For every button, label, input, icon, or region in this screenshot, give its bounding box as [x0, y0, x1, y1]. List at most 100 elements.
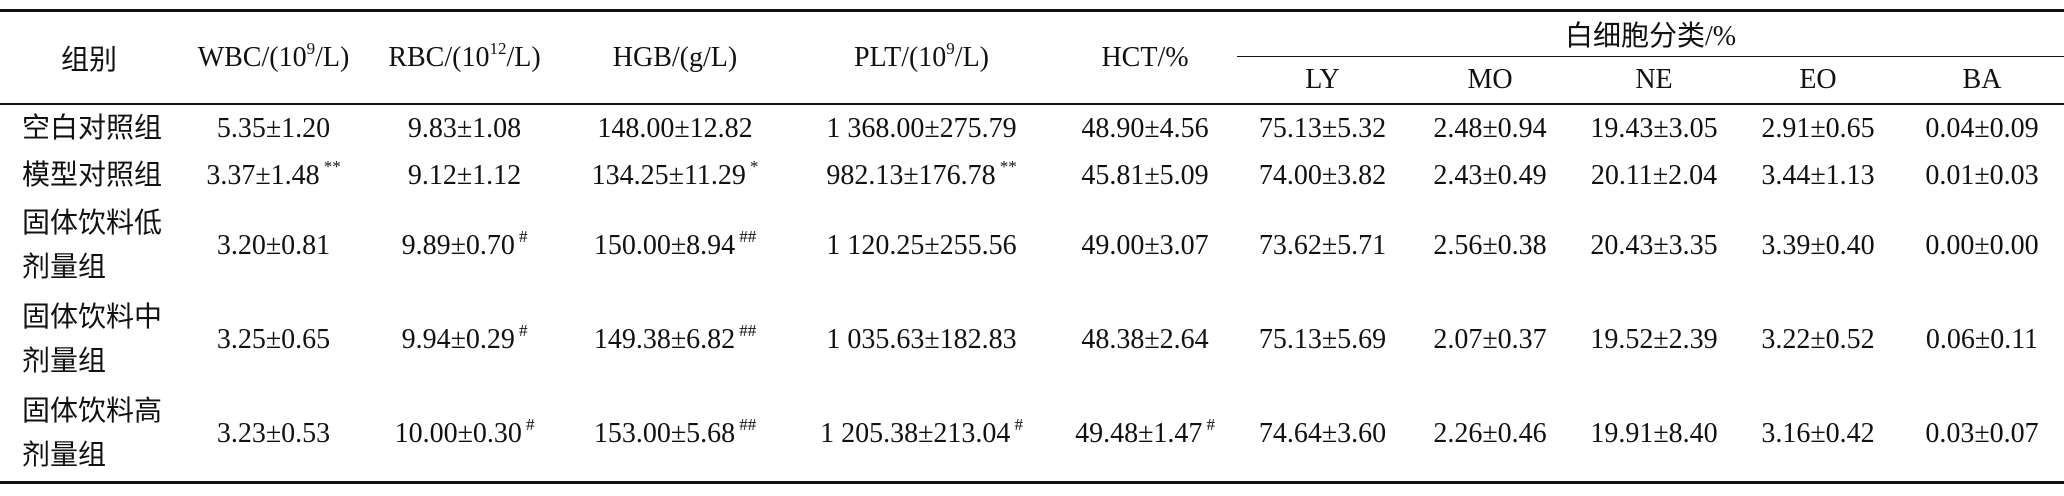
- value-cell: 9.83±1.08: [369, 104, 560, 152]
- value-cell: 1 035.63±182.83: [790, 293, 1053, 387]
- cell-value: 2.26±0.46: [1433, 418, 1547, 449]
- value-cell: 150.00±8.94 ##: [560, 199, 790, 293]
- value-cell: 134.25±11.29 *: [560, 152, 790, 199]
- value-cell: 2.91±0.65: [1736, 104, 1900, 152]
- value-cell: 0.04±0.09: [1900, 104, 2064, 152]
- cell-value: 9.94±0.29: [401, 324, 515, 355]
- cell-value: 74.00±3.82: [1258, 159, 1387, 191]
- group-cell: 模型对照组: [22, 159, 163, 191]
- cell-value: 9.83±1.08: [407, 112, 522, 144]
- cell-value: 1 205.38±213.04: [820, 418, 1011, 449]
- cell-value: 19.52±2.39: [1590, 324, 1718, 355]
- value-cell: 2.26±0.46: [1408, 387, 1572, 483]
- cell-value: 0.01±0.03: [1925, 159, 2039, 191]
- value-cell: 45.81±5.09: [1053, 152, 1237, 199]
- cell-value: 0.04±0.09: [1925, 112, 2039, 144]
- cell-value: 3.16±0.42: [1761, 418, 1875, 449]
- cell-value: 49.00±3.07: [1081, 230, 1209, 261]
- group-cell: 固体饮料中剂量组: [22, 302, 163, 377]
- value-cell: 3.39±0.40: [1736, 199, 1900, 293]
- header-cell: HGB/(g/L): [560, 11, 790, 105]
- header-superscript: 9: [306, 38, 316, 58]
- cell-value: 0.00±0.00: [1925, 230, 2039, 261]
- table-row: 固体饮料中剂量组 3.25±0.65 9.94±0.29 #149.38±6.82 ##…: [0, 293, 2064, 387]
- value-cell: 3.22±0.52: [1736, 293, 1900, 387]
- value-cell: 49.00±3.07: [1053, 199, 1237, 293]
- header-text: /L): [954, 41, 990, 73]
- cell-value: 1 035.63±182.83: [826, 324, 1017, 355]
- cell-value: 19.91±8.40: [1590, 418, 1718, 449]
- value-cell: 49.48±1.47 #: [1053, 387, 1237, 483]
- significance-mark: #: [525, 415, 535, 434]
- value-cell: 3.37±1.48 **: [178, 152, 369, 199]
- group-cell: 空白对照组: [22, 112, 163, 144]
- header-cell: 组别: [60, 44, 117, 76]
- cell-value: 2.43±0.49: [1433, 159, 1547, 191]
- value-cell: 48.38±2.64: [1053, 293, 1237, 387]
- cell-value: 153.00±5.68: [593, 418, 736, 449]
- cell-value: 48.38±2.64: [1081, 324, 1209, 355]
- cell-value: 3.44±1.13: [1761, 159, 1875, 191]
- value-cell: 2.07±0.37: [1408, 293, 1572, 387]
- value-cell: 9.89±0.70 #: [369, 199, 560, 293]
- value-cell: 3.44±1.13: [1736, 152, 1900, 199]
- value-cell: 1 120.25±255.56: [790, 199, 1053, 293]
- cell-value: 150.00±8.94: [593, 230, 736, 261]
- table-row: 空白对照组 5.35±1.20 9.83±1.08 148.00±12.82 1 368…: [0, 104, 2064, 152]
- table-wrap: 组别 WBC/(109/L) RBC/(1012/L) HGB/(g/L) PLT/(1…: [0, 9, 2064, 484]
- header-superscript: 12: [489, 38, 507, 58]
- cell-value: 48.90±4.56: [1081, 112, 1209, 144]
- header-cell: PLT/(109/L): [790, 11, 1053, 105]
- cell-value: 3.20±0.81: [216, 230, 331, 261]
- value-cell: 75.13±5.69: [1237, 293, 1408, 387]
- cell-value: 74.64±3.60: [1258, 418, 1387, 449]
- value-cell: 10.00±0.30 #: [369, 387, 560, 483]
- cell-value: 0.03±0.07: [1925, 418, 2039, 449]
- cell-value: 20.43±3.35: [1590, 230, 1718, 261]
- table-body: 空白对照组 5.35±1.20 9.83±1.08 148.00±12.82 1 368…: [0, 104, 2064, 483]
- group-cell: 固体饮料高剂量组: [22, 396, 163, 471]
- value-cell: 75.13±5.32: [1237, 104, 1408, 152]
- significance-mark: ##: [739, 415, 757, 434]
- cell-value: 3.25±0.65: [216, 324, 331, 355]
- value-cell: 2.43±0.49: [1408, 152, 1572, 199]
- value-cell: 982.13±176.78 **: [790, 152, 1053, 199]
- cell-value: 9.89±0.70: [401, 230, 515, 261]
- data-table: 组别 WBC/(109/L) RBC/(1012/L) HGB/(g/L) PLT/(1…: [0, 9, 2064, 484]
- cell-value: 982.13±176.78: [826, 159, 996, 191]
- value-cell: 19.43±3.05: [1572, 104, 1736, 152]
- header-cell: LY: [1305, 64, 1340, 95]
- cell-value: 2.56±0.38: [1433, 230, 1547, 261]
- cell-value: 1 368.00±275.79: [826, 112, 1017, 144]
- header-text: /L): [506, 41, 541, 73]
- value-cell: 9.12±1.12: [369, 152, 560, 199]
- value-cell: 74.00±3.82: [1237, 152, 1408, 199]
- cell-value: 75.13±5.69: [1258, 324, 1387, 355]
- cell-value: 0.06±0.11: [1925, 324, 2039, 355]
- value-cell: 3.25±0.65: [178, 293, 369, 387]
- value-cell: 3.23±0.53: [178, 387, 369, 483]
- value-cell: 20.11±2.04: [1572, 152, 1736, 199]
- value-cell: 2.56±0.38: [1408, 199, 1572, 293]
- value-cell: 73.62±5.71: [1237, 199, 1408, 293]
- header-cell: EO: [1799, 64, 1837, 95]
- cell-value: 1 120.25±255.56: [826, 230, 1017, 261]
- value-cell: 19.52±2.39: [1572, 293, 1736, 387]
- table-row: 固体饮料低剂量组 3.20±0.81 9.89±0.70 #150.00±8.94 ##…: [0, 199, 2064, 293]
- cell-value: 75.13±5.32: [1258, 112, 1387, 144]
- header-cell: BA: [1962, 64, 2002, 95]
- cell-value: 3.37±1.48: [206, 159, 320, 191]
- group-cell: 固体饮料低剂量组: [22, 208, 163, 283]
- cell-value: 3.23±0.53: [216, 418, 331, 449]
- cell-value: 134.25±11.29: [591, 159, 746, 191]
- value-cell: 20.43±3.35: [1572, 199, 1736, 293]
- cell-value: 2.91±0.65: [1761, 112, 1875, 144]
- significance-mark: #: [518, 321, 528, 340]
- cell-value: 5.35±1.20: [216, 112, 331, 144]
- value-cell: 1 205.38±213.04 #: [790, 387, 1053, 483]
- cell-value: 10.00±0.30: [394, 418, 522, 449]
- header-text: /L): [315, 41, 350, 73]
- value-cell: 5.35±1.20: [178, 104, 369, 152]
- header-cell: RBC/(1012/L): [369, 11, 560, 105]
